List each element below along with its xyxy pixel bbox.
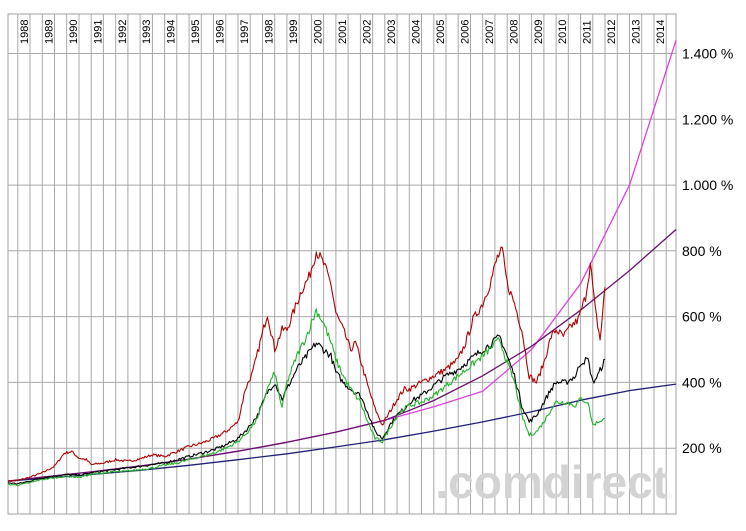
x-tick-label: 2011 <box>582 20 594 44</box>
x-tick-label: 1997 <box>239 20 251 44</box>
series-line <box>7 246 606 483</box>
x-tick-label: 1990 <box>68 20 80 44</box>
y-tick-label: 600 % <box>682 309 722 325</box>
y-tick-label: 200 % <box>682 440 722 456</box>
y-tick-label: 1.400 % <box>682 46 733 62</box>
x-tick-label: 1989 <box>43 20 55 44</box>
series-line <box>7 334 606 485</box>
x-tick-label: 2001 <box>337 20 349 44</box>
y-axis-labels: 200 % 400 % 600 % 800 % 1.000 % 1.200 % 1.400 … <box>682 46 733 457</box>
x-tick-label: 2009 <box>533 20 545 44</box>
x-tick-label: 1993 <box>141 20 153 44</box>
x-tick-label: 1992 <box>117 20 129 44</box>
growth-curve-line <box>7 229 677 482</box>
x-tick-label: 1995 <box>190 20 202 44</box>
grid-lines <box>8 14 676 514</box>
x-tick-label: 2014 <box>655 20 667 44</box>
plot-background <box>7 13 677 515</box>
x-tick-label: 2006 <box>459 20 471 44</box>
y-tick-label: 1.000 % <box>682 177 733 193</box>
series-line <box>7 308 606 487</box>
price-series <box>7 246 606 487</box>
x-axis-labels: 1988 1989 1990 1991 1992 1993 1994 1995 1996 1997… <box>19 20 667 44</box>
x-tick-label: 1988 <box>19 20 31 44</box>
x-tick-label: 2013 <box>631 20 643 44</box>
x-tick-label: 2008 <box>508 20 520 44</box>
x-tick-label: 2003 <box>386 20 398 44</box>
x-tick-label: 2007 <box>484 20 496 44</box>
y-tick-label: 400 % <box>682 374 722 390</box>
x-tick-label: 2004 <box>410 20 422 44</box>
x-tick-label: 2012 <box>606 20 618 44</box>
y-tick-label: 1.200 % <box>682 111 733 127</box>
watermark-text: .comdirect <box>435 456 668 508</box>
x-tick-label: 1999 <box>288 20 300 44</box>
x-tick-label: 1994 <box>166 20 178 44</box>
x-tick-label: 1991 <box>92 20 104 44</box>
x-tick-label: 2002 <box>362 20 374 44</box>
x-tick-label: 2005 <box>435 20 447 44</box>
y-tick-label: 800 % <box>682 243 722 259</box>
x-tick-label: 2010 <box>557 20 569 44</box>
x-tick-label: 2000 <box>313 20 325 44</box>
x-tick-label: 1996 <box>215 20 227 44</box>
x-tick-label: 1998 <box>264 20 276 44</box>
